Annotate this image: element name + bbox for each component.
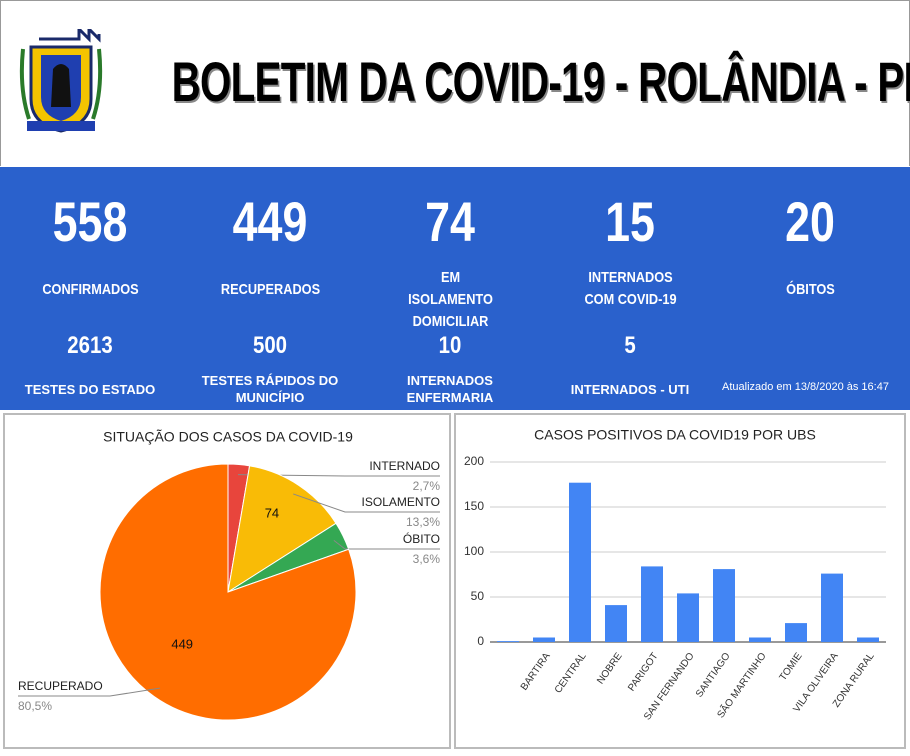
title: BOLETIM DA COVID-19 - ROLÂNDIA - PR — [171, 50, 910, 113]
y-tick-label: 100 — [464, 544, 484, 558]
bar — [605, 605, 627, 642]
pie-slice — [227, 465, 337, 594]
stat-label: EM ISOLAMENTO DOMICILIAR — [407, 269, 493, 330]
chart-title: SITUAÇÃO DOS CASOS DA COVID-19 — [103, 429, 353, 445]
slice-name: RECUPERADO — [18, 679, 103, 693]
slice-label: 74 — [265, 505, 279, 520]
x-tick-label: ZONA RURAL — [831, 651, 877, 710]
bar — [533, 637, 555, 642]
y-tick-label: 150 — [464, 499, 484, 513]
secondary-label: TESTES DO ESTADO — [24, 382, 156, 397]
bar — [497, 641, 519, 642]
logo — [19, 29, 103, 133]
leader-line — [333, 540, 440, 550]
leader-line — [18, 687, 161, 697]
bar — [641, 566, 663, 642]
y-tick-label: 200 — [464, 454, 484, 468]
slice-label: 449 — [171, 636, 193, 651]
secondary-value: 5 — [624, 332, 636, 359]
stat-value: 449 — [232, 190, 308, 253]
stat-label: CONFIRMADOS — [41, 281, 139, 298]
x-tick-label: BARTIRA — [519, 651, 553, 693]
slice-name: ÓBITO — [403, 531, 440, 546]
stat-label: INTERNADOS COM COVID-19 — [583, 269, 677, 308]
stat-value: 15 — [605, 190, 655, 253]
bar — [821, 573, 843, 642]
slice-name: INTERNADO — [369, 459, 440, 473]
slice-percent: 80,5% — [18, 699, 52, 713]
chart-title: CASOS POSITIVOS DA COVID19 POR UBS — [534, 427, 816, 443]
bar — [569, 482, 591, 642]
leader-line — [293, 493, 440, 513]
slice-percent: 3,6% — [413, 552, 441, 566]
x-tick-label: PARIGOT — [626, 651, 660, 694]
x-tick-label: TOMIE — [778, 651, 805, 683]
pie-slice — [227, 463, 251, 593]
stat-value: 74 — [425, 190, 475, 253]
secondary-label: INTERNADOS ENFERMARIA — [406, 373, 494, 405]
slice-name: ISOLAMENTO — [362, 495, 440, 509]
leader-line — [237, 474, 440, 477]
bar — [713, 569, 735, 642]
updated-at: Atualizado em 13/8/2020 às 16:47 — [722, 381, 889, 393]
pie-slice — [99, 463, 357, 721]
stat-value: 20 — [785, 190, 835, 253]
x-tick-label: SAN FERNANDO — [642, 651, 697, 723]
secondary-value: 2613 — [67, 332, 113, 359]
bar — [785, 623, 807, 642]
pie-slice — [227, 522, 350, 593]
x-tick-label: SANTIAGO — [694, 651, 733, 700]
pie-panel — [3, 413, 451, 749]
bar-panel — [454, 413, 906, 749]
stat-label: ÓBITOS — [785, 281, 835, 298]
x-tick-label: CENTRAL — [553, 651, 589, 696]
stat-label: RECUPERADOS — [220, 281, 320, 298]
stat-value: 558 — [52, 190, 128, 253]
x-tick-label: VILA OLIVEIRA — [791, 651, 840, 715]
secondary-label: INTERNADOS - UTI — [570, 382, 690, 397]
slice-percent: 2,7% — [413, 479, 441, 493]
bar — [677, 593, 699, 642]
bar — [749, 637, 771, 642]
slice-percent: 13,3% — [406, 515, 440, 529]
secondary-label: TESTES RÁPIDOS DO MUNICÍPIO — [201, 373, 339, 405]
stats-panel: 558 449 74 15 20 CONFIRMADOS RECUPERADOS… — [0, 167, 910, 410]
bar — [857, 637, 879, 642]
y-tick-label: 0 — [477, 634, 484, 648]
secondary-value: 500 — [252, 332, 288, 359]
header: BOLETIM DA COVID-19 - ROLÂNDIA - PR — [0, 0, 910, 166]
x-tick-label: NOBRE — [595, 651, 625, 687]
x-tick-label: SÃO MARTINHO — [714, 650, 769, 721]
y-tick-label: 50 — [471, 589, 485, 603]
secondary-value: 10 — [438, 332, 462, 359]
